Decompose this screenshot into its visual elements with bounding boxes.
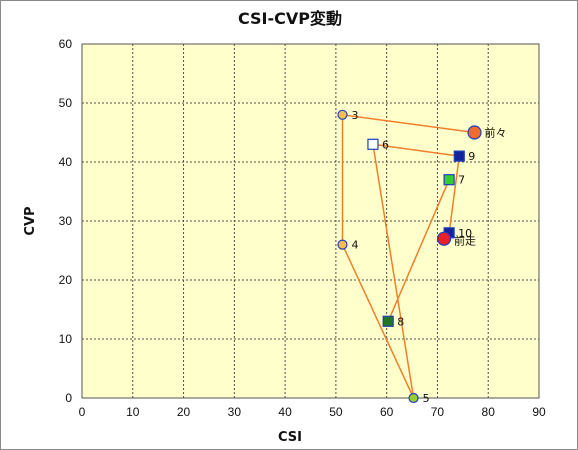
point-10-label: 10 xyxy=(458,227,472,240)
tick-labels: 0 10 20 30 40 50 60 70 80 90 0 10 20 30 40 50 60 xyxy=(59,37,546,419)
connector-path xyxy=(387,179,450,322)
y-tick-label: 0 xyxy=(65,391,72,405)
x-tick-label: 40 xyxy=(278,405,292,419)
y-tick-label: 50 xyxy=(59,96,73,110)
point-5-marker xyxy=(408,392,419,404)
x-tick-label: 70 xyxy=(431,405,445,419)
point-前走-marker xyxy=(436,231,452,246)
y-tick-label: 20 xyxy=(59,273,73,287)
y-tick-label: 40 xyxy=(59,155,73,169)
grid-lines xyxy=(82,44,539,398)
y-tick-label: 30 xyxy=(59,214,73,228)
x-tick-label: 0 xyxy=(79,405,86,419)
point-4-marker xyxy=(337,239,348,250)
point-7-label: 7 xyxy=(458,174,465,187)
point-7-marker xyxy=(443,174,455,186)
point-6-label: 6 xyxy=(382,138,389,151)
point-4-label: 4 xyxy=(351,239,358,252)
x-tick-label: 90 xyxy=(532,405,546,419)
point-3-label: 3 xyxy=(351,109,358,122)
data-markers xyxy=(337,109,482,404)
x-tick-label: 80 xyxy=(482,405,496,419)
point-6-marker xyxy=(367,138,379,150)
point-9-label: 9 xyxy=(468,150,475,163)
chart-title: CSI-CVP変動 xyxy=(238,9,342,28)
x-tick-label: 30 xyxy=(228,405,242,419)
point-3-marker xyxy=(337,109,348,120)
plot-border xyxy=(81,43,540,399)
y-tick-label: 10 xyxy=(59,332,73,346)
point-前々-marker xyxy=(467,125,482,140)
x-tick-label: 10 xyxy=(126,405,140,419)
x-tick-label: 50 xyxy=(329,405,343,419)
point-前走-label: 前走 xyxy=(454,234,476,248)
y-tick-label: 60 xyxy=(59,37,73,51)
y-axis-label: CVP xyxy=(23,206,38,235)
point-前々-label: 前々 xyxy=(485,126,507,140)
point-8-label: 8 xyxy=(397,315,404,328)
x-tick-label: 20 xyxy=(177,405,191,419)
x-tick-label: 60 xyxy=(380,405,394,419)
x-axis-label: CSI xyxy=(278,430,302,445)
point-8-marker xyxy=(382,315,394,327)
point-9-marker xyxy=(453,150,465,162)
point-5-label: 5 xyxy=(423,392,430,405)
